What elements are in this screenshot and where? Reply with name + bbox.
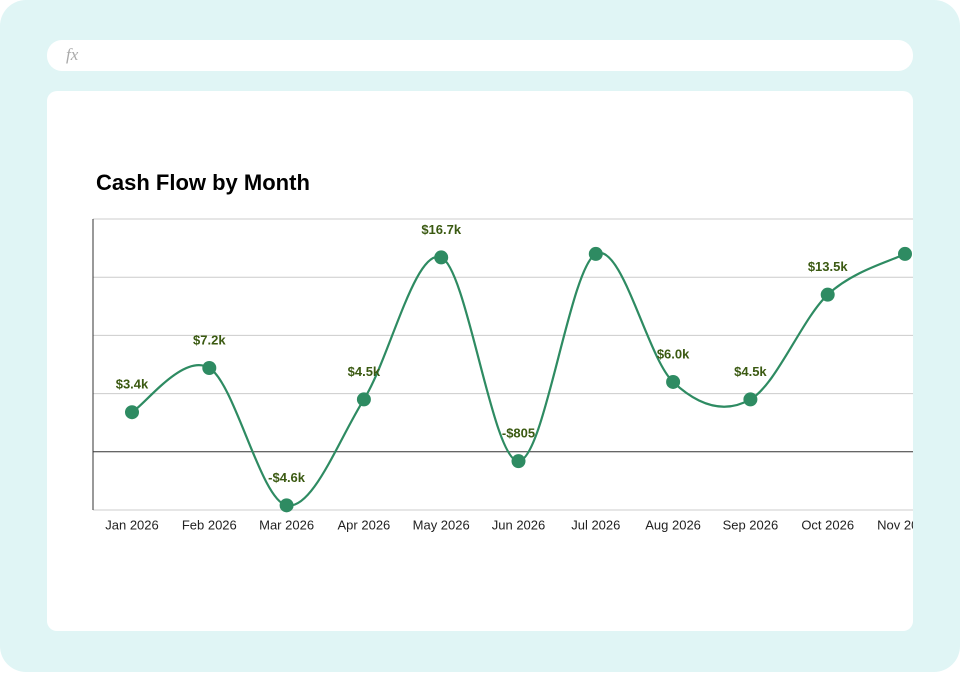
data-label: $6.0k bbox=[657, 346, 690, 361]
point bbox=[356, 392, 371, 407]
data-label: $16.7k bbox=[421, 222, 462, 237]
x-tick-label: Jan 2026 bbox=[105, 517, 159, 532]
chart: Cash Flow by Month Jan 2026 Feb 2026 Mar 2… bbox=[92, 170, 933, 532]
x-tick-label: Jun 2026 bbox=[492, 517, 546, 532]
data-label: $13.5k bbox=[808, 259, 849, 274]
formula-bar[interactable] bbox=[47, 40, 913, 71]
point bbox=[743, 392, 758, 407]
x-tick-label: Nov 2026 bbox=[877, 517, 933, 532]
data-label: $7.2k bbox=[193, 332, 226, 347]
data-label: $4.5k bbox=[734, 364, 767, 379]
x-tick-label: May 2026 bbox=[413, 517, 470, 532]
point bbox=[279, 498, 294, 513]
point bbox=[202, 360, 217, 375]
x-tick-label: Mar 2026 bbox=[259, 517, 314, 532]
data-label: -$805 bbox=[502, 426, 535, 441]
x-tick-label: Sep 2026 bbox=[723, 517, 779, 532]
point bbox=[820, 287, 835, 302]
data-label: -$4.6k bbox=[268, 470, 306, 485]
x-tick-label: Aug 2026 bbox=[645, 517, 701, 532]
point bbox=[666, 374, 681, 389]
point bbox=[434, 250, 449, 265]
chart-title: Cash Flow by Month bbox=[96, 170, 310, 195]
point bbox=[511, 454, 526, 469]
data-label: $4.5k bbox=[348, 364, 381, 379]
x-tick-label: Oct 2026 bbox=[801, 517, 854, 532]
point bbox=[125, 405, 139, 420]
point bbox=[588, 246, 603, 261]
fx-label: fx bbox=[66, 45, 79, 64]
x-tick-label: Jul 2026 bbox=[571, 517, 620, 532]
point bbox=[898, 246, 912, 261]
x-tick-label: Apr 2026 bbox=[338, 517, 391, 532]
data-label: $3.4k bbox=[116, 377, 149, 392]
x-tick-label: Feb 2026 bbox=[182, 517, 237, 532]
